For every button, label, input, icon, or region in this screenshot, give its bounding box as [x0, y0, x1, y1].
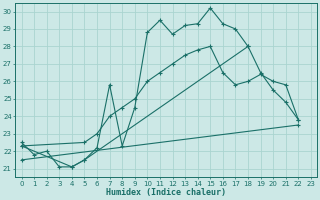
X-axis label: Humidex (Indice chaleur): Humidex (Indice chaleur)	[106, 188, 226, 197]
